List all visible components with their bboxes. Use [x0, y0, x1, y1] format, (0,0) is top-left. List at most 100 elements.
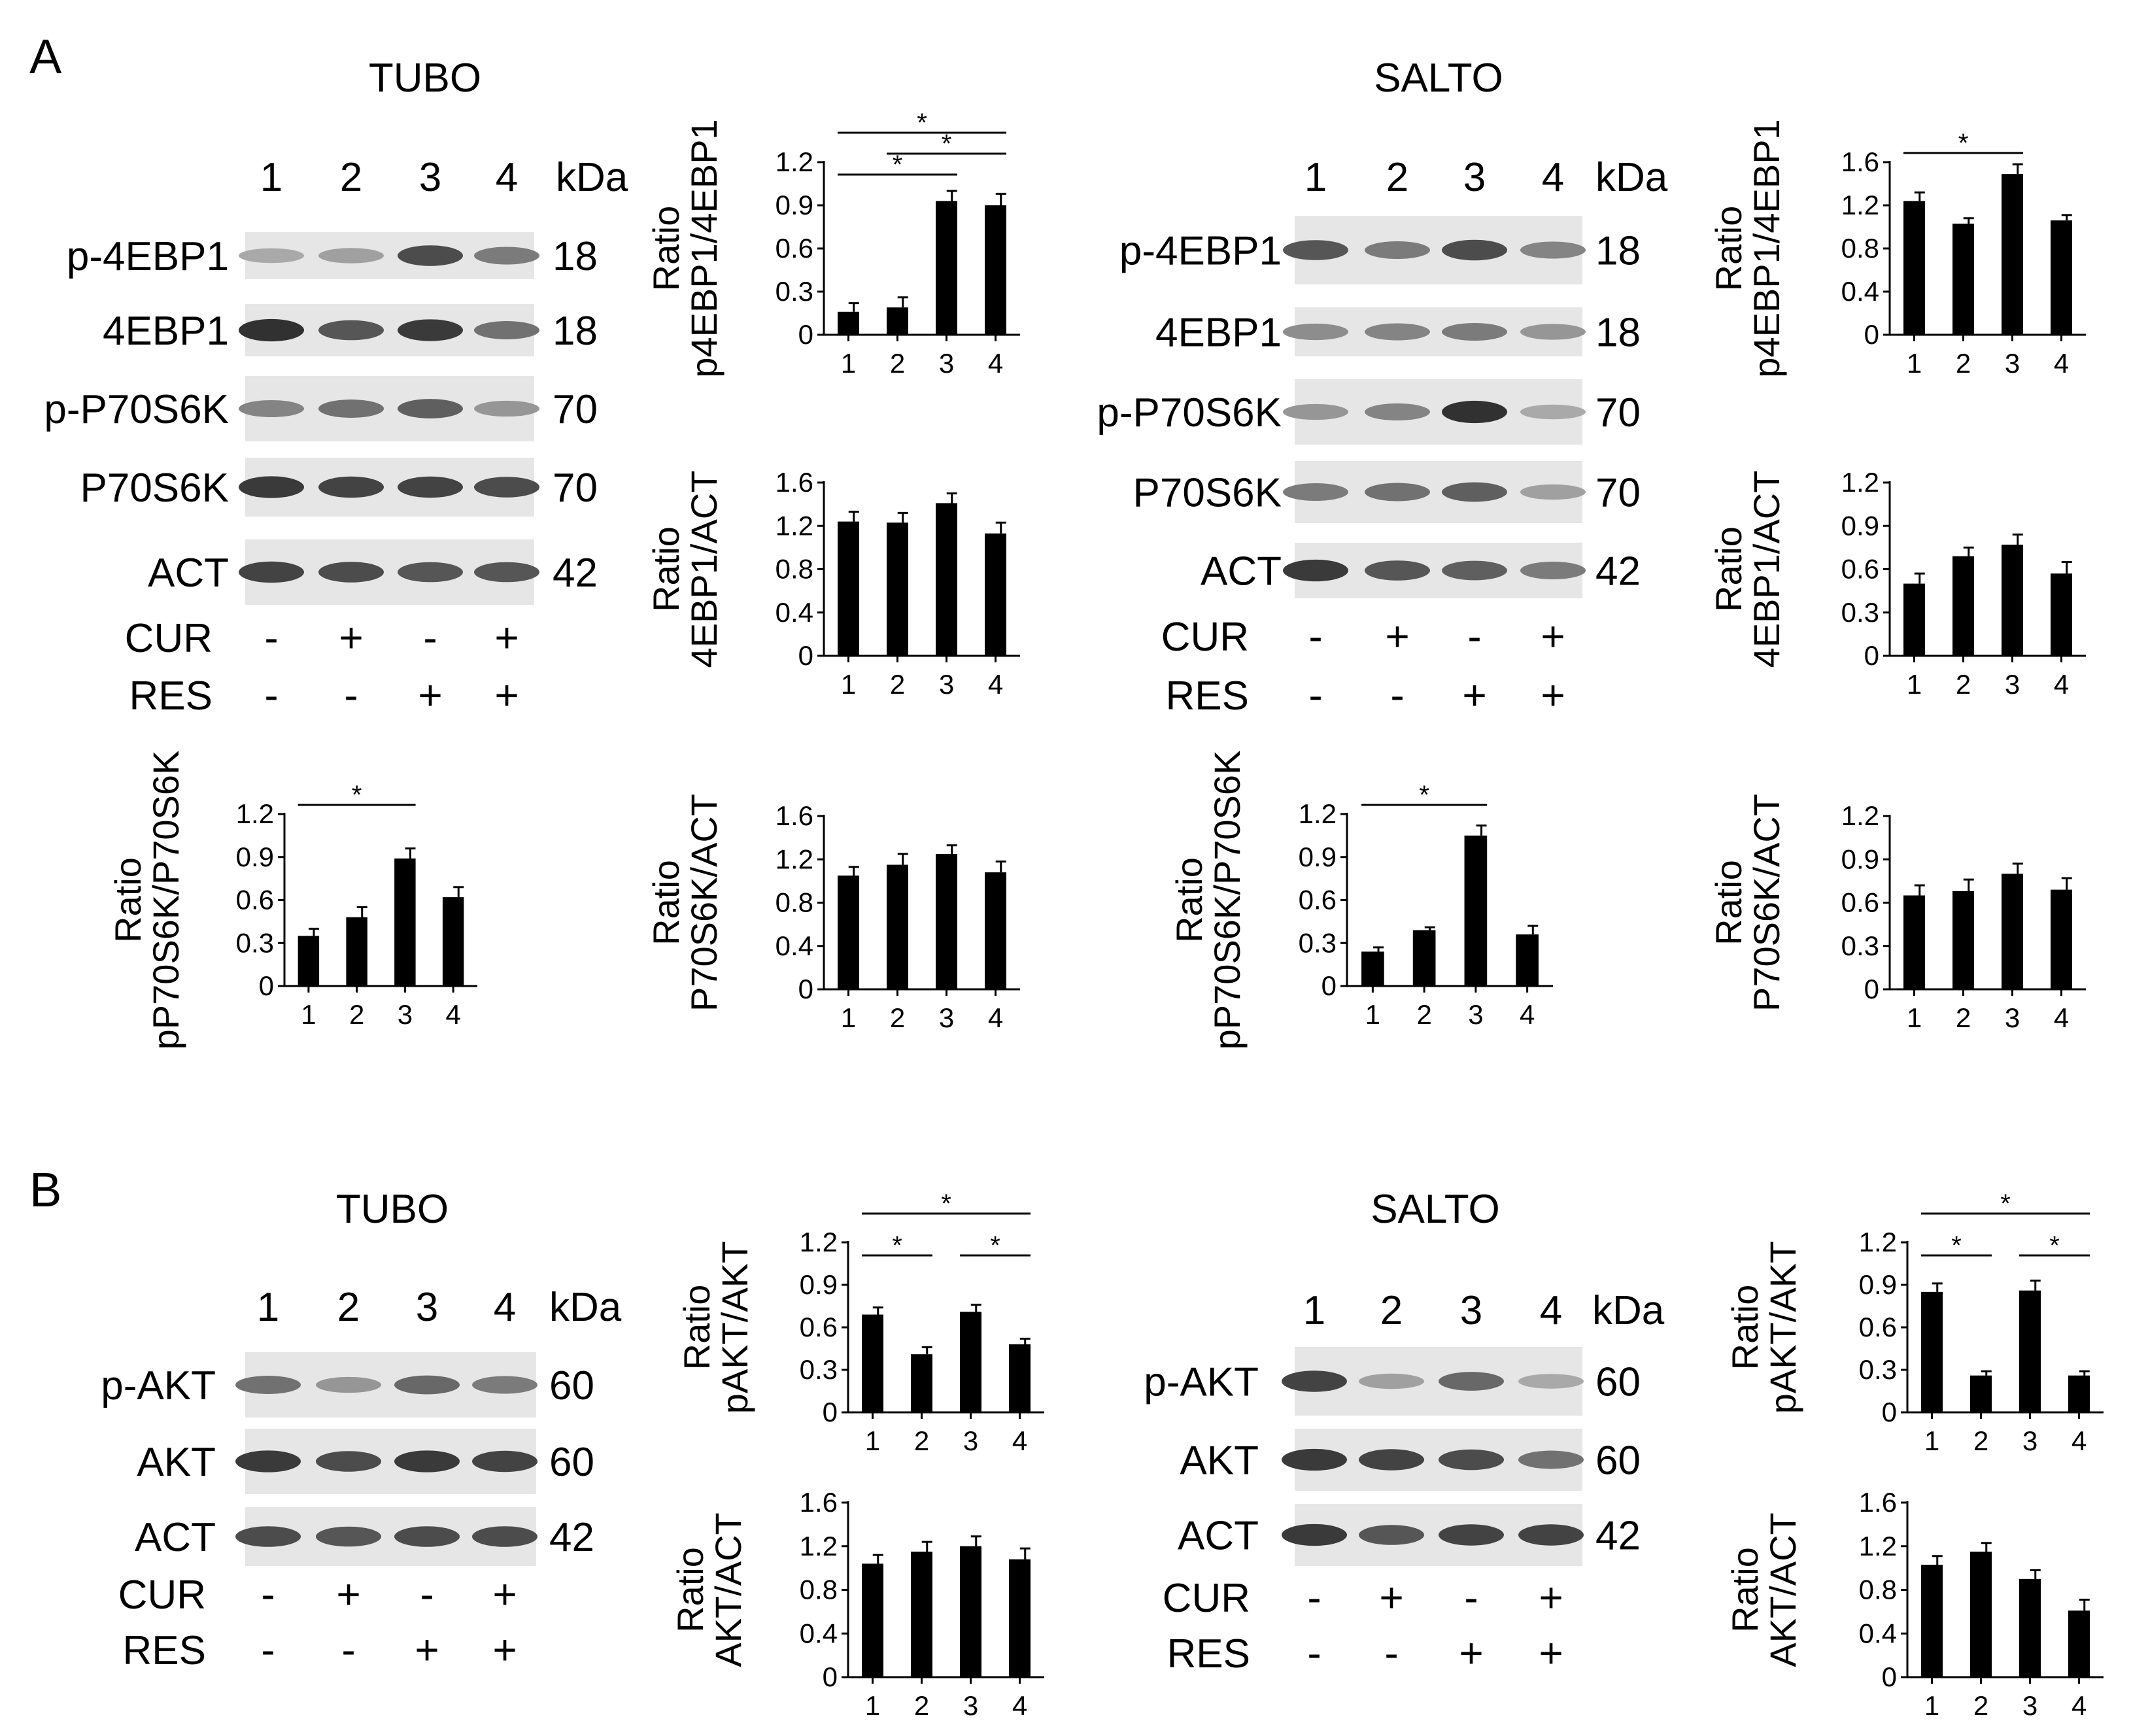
blot-band	[398, 562, 463, 583]
bar	[1952, 224, 1974, 335]
chart-b-tubo-akt: 0 0.4 0.8 1.2 1.6 1 2 3 4 RatioAKT/ACT	[670, 1487, 1044, 1721]
chart-a-salto-p70s6k: 0 0.3 0.6 0.9 1.2 1 2 3 4 RatioP70S6K/ACT	[1708, 794, 2086, 1033]
chart-a-salto-4ebp1: 0 0.3 0.6 0.9 1.2 1 2 3 4 Ratio4EBP1/ACT	[1708, 467, 2086, 700]
band-kda: 70	[1595, 471, 1641, 516]
bar	[985, 872, 1006, 989]
y-tick-label: 0.6	[800, 1312, 838, 1342]
bar	[1970, 1552, 1992, 1677]
treatment-sign: +	[1459, 1629, 1483, 1676]
y-axis-label: RatiopP70S6K/P70S6K	[107, 751, 186, 1050]
y-axis-label-line: Ratio	[670, 1547, 711, 1633]
blot-title: TUBO	[369, 56, 481, 101]
blot-band	[1365, 241, 1430, 259]
y-axis-label-line: pP70S6K/P70S6K	[1206, 751, 1248, 1050]
y-tick-label: 0.6	[236, 885, 274, 915]
kda-header: kDa	[1595, 155, 1668, 200]
x-tick-label: 4	[1012, 1425, 1027, 1456]
x-tick-label: 2	[1956, 1002, 1971, 1033]
blot-title: SALTO	[1374, 56, 1503, 101]
band-kda: 42	[1595, 1514, 1641, 1559]
kda-header: kDa	[556, 155, 628, 200]
treatment-sign: +	[1541, 613, 1565, 660]
y-tick-label: 0.9	[800, 1269, 838, 1300]
treatment-sign: +	[1379, 1574, 1403, 1621]
chart-a-salto-p4ebp1: 0 0.4 0.8 1.2 1.6 1 2 3 4 * Ratiop4EBP1/4EBP1	[1708, 119, 2086, 379]
lane-number: 2	[340, 155, 362, 200]
band-row-p-akt: p-AKT 60	[101, 1352, 594, 1418]
y-tick-label: 0	[798, 974, 813, 1004]
band-kda: 18	[553, 234, 598, 279]
blot-band	[472, 1450, 537, 1472]
bar	[911, 1354, 932, 1412]
blot-band	[1439, 1449, 1504, 1471]
significance-label: *	[1951, 1231, 1962, 1260]
y-axis-label-line: pP70S6K/P70S6K	[145, 751, 186, 1050]
y-tick-label: 0.8	[1841, 233, 1879, 264]
blot-band	[1442, 323, 1507, 341]
blot-band	[318, 248, 384, 264]
significance-label: *	[2049, 1231, 2060, 1260]
bar	[1361, 951, 1384, 986]
blot-band	[394, 1375, 460, 1395]
y-tick-label: 0.4	[800, 1618, 838, 1648]
panel-letter-b: B	[29, 1163, 61, 1217]
chart-a-tubo-p70s6k: 0 0.4 0.8 1.2 1.6 1 2 3 4 RatioP70S6K/ACT	[645, 794, 1020, 1033]
bar	[960, 1546, 981, 1677]
y-axis-label-line: AKT/ACT	[1762, 1512, 1803, 1667]
lane-number: 4	[1540, 1288, 1562, 1333]
blot-band	[1365, 323, 1430, 341]
bar	[1903, 583, 1925, 656]
blot-band	[239, 248, 304, 264]
blot-band	[235, 1526, 301, 1547]
x-tick-label: 1	[1907, 669, 1922, 700]
y-axis-label-line: P70S6K/ACT	[1746, 794, 1787, 1012]
y-tick-label: 0.9	[1841, 843, 1879, 874]
treatment-sign: -	[344, 672, 358, 719]
blot-band	[1283, 240, 1348, 260]
blot-band	[1282, 1523, 1347, 1546]
y-tick-label: 0.3	[1841, 597, 1879, 628]
lane-number: 3	[1463, 155, 1486, 200]
bar	[887, 522, 908, 656]
bar	[911, 1552, 932, 1677]
y-axis-label: RatiopP70S6K/P70S6K	[1168, 751, 1248, 1050]
y-tick-label: 1.2	[236, 798, 274, 829]
x-tick-label: 2	[1416, 999, 1431, 1030]
bar	[887, 307, 908, 335]
bar	[936, 201, 957, 335]
blot-band	[1439, 1372, 1504, 1391]
blot-band	[318, 400, 384, 418]
blot-band	[474, 400, 539, 417]
x-tick-label: 3	[939, 669, 954, 700]
x-tick-label: 3	[939, 1002, 954, 1033]
significance-label: *	[942, 129, 952, 158]
x-tick-label: 2	[349, 999, 364, 1030]
bar	[887, 864, 908, 989]
band-kda: 60	[549, 1363, 594, 1408]
blot-band	[1518, 1450, 1584, 1469]
band-label: p-AKT	[1144, 1360, 1259, 1405]
bar	[862, 1563, 883, 1677]
y-tick-label: 0	[823, 1397, 838, 1427]
y-axis-label-line: p4EBP1/4EBP1	[1746, 119, 1787, 377]
y-tick-label: 1.2	[1859, 1227, 1897, 1257]
band-row-4ebp1: 4EBP1 18	[103, 304, 598, 356]
x-tick-label: 3	[2005, 348, 2020, 379]
x-tick-label: 4	[2054, 1002, 2069, 1033]
blot-band	[1439, 1524, 1504, 1546]
x-tick-label: 3	[398, 999, 413, 1030]
treatment-sign: -	[1384, 1629, 1398, 1676]
bar	[1903, 895, 1925, 989]
treatment-sign: -	[1308, 613, 1322, 660]
treatment-sign: +	[492, 1626, 517, 1673]
significance-label: *	[352, 781, 362, 809]
band-kda: 18	[1595, 311, 1641, 356]
bar	[1516, 934, 1539, 986]
y-tick-label: 0	[1321, 970, 1337, 1001]
y-tick-label: 0.3	[236, 927, 274, 958]
treatment-sign: -	[1467, 613, 1481, 660]
significance-label: *	[893, 150, 903, 179]
band-label: ACT	[135, 1515, 216, 1560]
x-tick-label: 2	[914, 1690, 929, 1721]
y-tick-label: 0	[1882, 1661, 1897, 1692]
